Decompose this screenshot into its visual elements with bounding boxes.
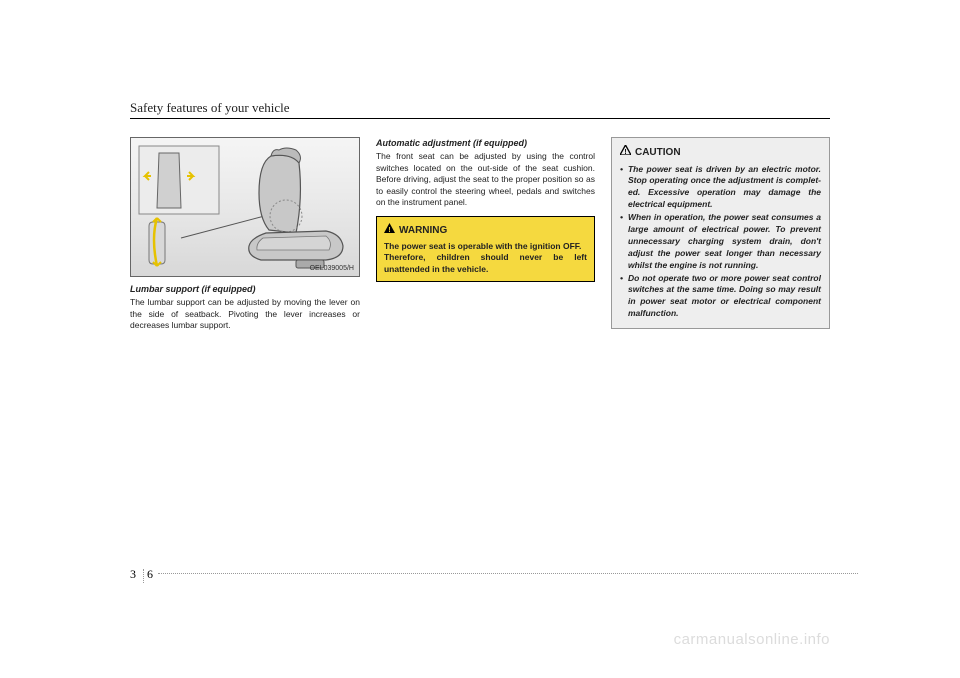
seat-illustration [131,138,360,277]
caution-box: ! CAUTION The power seat is driven by an… [611,137,830,329]
auto-subtitle: Automatic adjustment (if equipped) [376,137,595,149]
content-columns: OEL039005/H Lumbar support (if equipped)… [130,137,830,332]
column-2: Automatic adjustment (if equipped) The f… [376,137,595,332]
footer-dotted-line [158,573,858,574]
column-1: OEL039005/H Lumbar support (if equipped)… [130,137,360,332]
image-code: OEL039005/H [310,264,354,273]
warning-box: ! WARNING The power seat is operable wit… [376,216,595,282]
caution-title: ! CAUTION [620,145,821,160]
chapter-number: 3 [130,567,140,581]
page-number: 3 6 [130,567,153,582]
warning-triangle-icon: ! [384,223,395,238]
page-divider [143,569,144,583]
page-no: 6 [143,567,153,581]
watermark: carmanualsonline.info [674,631,830,648]
caution-item: When in operation, the power seat consum… [620,212,821,271]
svg-text:!: ! [624,149,626,155]
svg-text:!: ! [388,227,390,233]
warning-text: The power seat is operable with the igni… [384,241,587,275]
caution-item: Do not operate two or more power seat co… [620,273,821,321]
column-3: ! CAUTION The power seat is driven by an… [611,137,830,332]
page-footer: 3 6 [130,565,830,583]
caution-triangle-icon: ! [620,145,631,160]
lumbar-body: The lumbar support can be adjusted by mo… [130,297,360,331]
section-header: Safety features of your vehicle [130,100,830,119]
caution-item: The power seat is driven by an electric … [620,164,821,212]
warning-label: WARNING [399,224,447,238]
auto-body: The front seat can be adjusted by using … [376,151,595,208]
caution-list: The power seat is driven by an electric … [620,164,821,321]
lumbar-diagram: OEL039005/H [130,137,360,277]
caution-label: CAUTION [635,146,681,160]
warning-title: ! WARNING [384,223,587,238]
lumbar-subtitle: Lumbar support (if equipped) [130,283,360,295]
